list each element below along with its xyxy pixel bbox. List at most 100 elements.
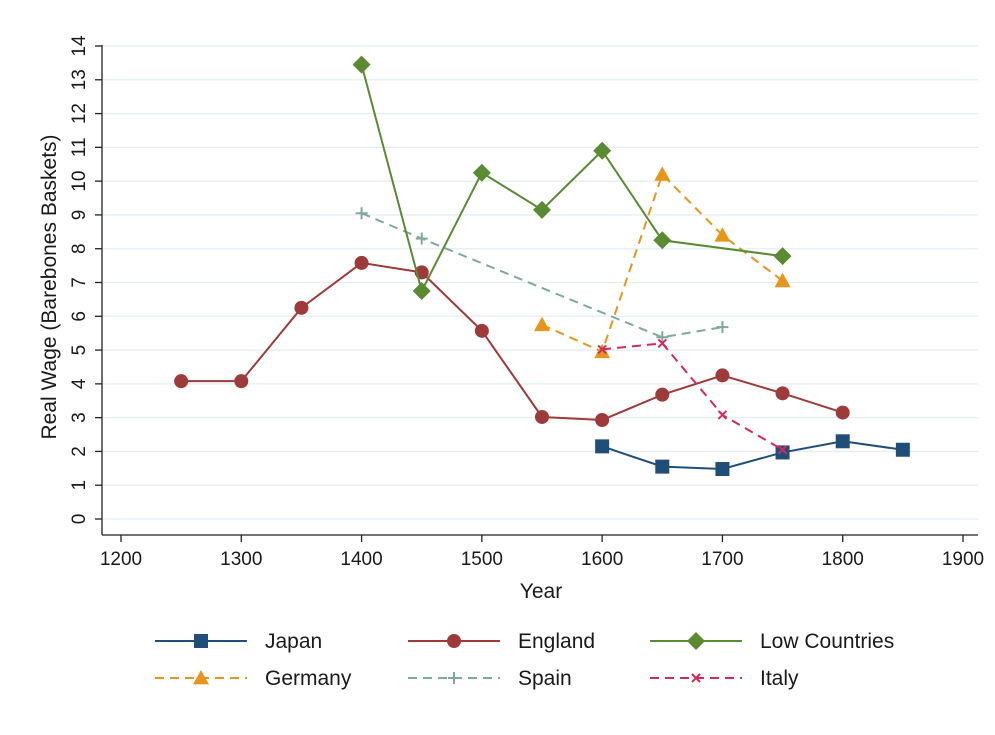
data-point-diamond [773,247,792,266]
data-point-circle [535,409,549,424]
y-tick-label: 1 [69,480,90,491]
legend-label: England [518,630,595,653]
x-tick-label: 1300 [220,549,262,570]
data-point-square [835,434,850,449]
data-point-x [597,344,607,355]
data-point-triangle [534,316,550,332]
data-point-circle [447,634,461,648]
series-line [360,64,783,294]
series-low-countries [352,55,792,300]
series-line [602,342,784,451]
data-point-diamond [472,163,491,182]
y-tick-label: 2 [69,446,90,457]
y-axis-label: Real Wage (Barebones Baskets) [38,134,61,439]
x-b [691,673,701,683]
legend-item-germany: Germany [155,667,352,690]
legend-item-england: England [408,630,595,653]
legend-item-japan: Japan [155,630,322,653]
data-point-triangle [193,670,209,685]
legend-label: Japan [265,630,322,653]
series-japan [595,434,910,476]
x-axis-label: Year [520,580,562,603]
data-point-circle [174,374,189,389]
x-tick-label: 1500 [461,549,503,570]
data-point-triangle [594,343,611,359]
data-point-circle [474,323,489,338]
data-point-triangle [774,272,791,288]
series-line [541,172,784,354]
series-line [181,261,844,422]
series-line [601,440,903,471]
data-point-circle [655,387,670,402]
series-lines [174,55,910,476]
legend-label: Germany [265,667,352,690]
data-point-square [194,634,208,648]
y-tick-label: 11 [69,137,90,157]
x-b [777,445,788,455]
legend-item-italy: Italy [650,667,799,690]
data-point-x [691,673,701,683]
series-germany [534,166,791,359]
data-point-diamond [653,231,672,250]
y-tick-label: 13 [69,69,90,90]
legend: Japan England Low Countries Germany Spain Ita… [155,630,894,690]
data-point-circle [354,255,369,270]
data-point-diamond [687,632,705,650]
data-point-x [717,410,728,420]
data-point-diamond [352,55,371,74]
x-tick-label: 1600 [581,549,623,570]
y-tick-label: 5 [69,345,90,356]
legend-item-low-countries: Low Countries [650,630,894,653]
data-point-circle [835,405,850,420]
y-tick-label: 14 [69,35,90,57]
x-b [657,338,667,349]
data-point-diamond [593,141,612,160]
x-tick-label: 1900 [942,549,984,570]
data-point-plus [656,331,669,344]
data-point-square [715,461,730,476]
data-point-triangle [654,166,671,181]
data-point-diamond [533,200,551,219]
grid [102,45,978,520]
data-point-circle [294,300,309,315]
data-point-circle [595,413,610,428]
y-tick-label: 9 [69,210,90,221]
y-tick-label: 0 [69,514,90,525]
data-point-triangle [714,227,731,242]
y-tick-label: 8 [69,243,90,254]
data-point-plus [716,321,729,334]
y-tick-label: 12 [69,103,90,124]
data-point-circle [715,368,730,383]
x-tick-label: 1400 [340,549,382,570]
x-tick-label: 1800 [822,549,864,570]
data-point-square [655,459,670,474]
series-spain [355,207,729,344]
data-point-square [895,442,910,457]
y-tick-label: 6 [69,311,90,322]
data-point-x [657,338,667,349]
series-line [361,212,723,339]
data-point-circle [234,374,249,389]
y-tick-label: 3 [69,412,90,423]
legend-label: Low Countries [760,630,894,653]
y-tick-label: 4 [69,378,90,389]
data-point-diamond [412,281,431,300]
legend-item-spain: Spain [408,667,572,690]
x-b [717,410,728,420]
data-point-plus [415,232,428,245]
y-tick-label: 7 [69,277,90,288]
legend-label: Spain [518,667,572,690]
series-italy [597,338,788,455]
data-point-circle [775,386,790,401]
data-point-x [777,445,788,455]
series-england [174,255,850,428]
y-tick-label: 10 [69,171,90,192]
legend-label: Italy [760,667,799,690]
x-tick-label: 1200 [100,549,142,570]
data-point-plus [355,207,368,220]
data-point-plus [448,672,460,684]
x-b [597,344,607,355]
data-point-square [775,445,790,460]
